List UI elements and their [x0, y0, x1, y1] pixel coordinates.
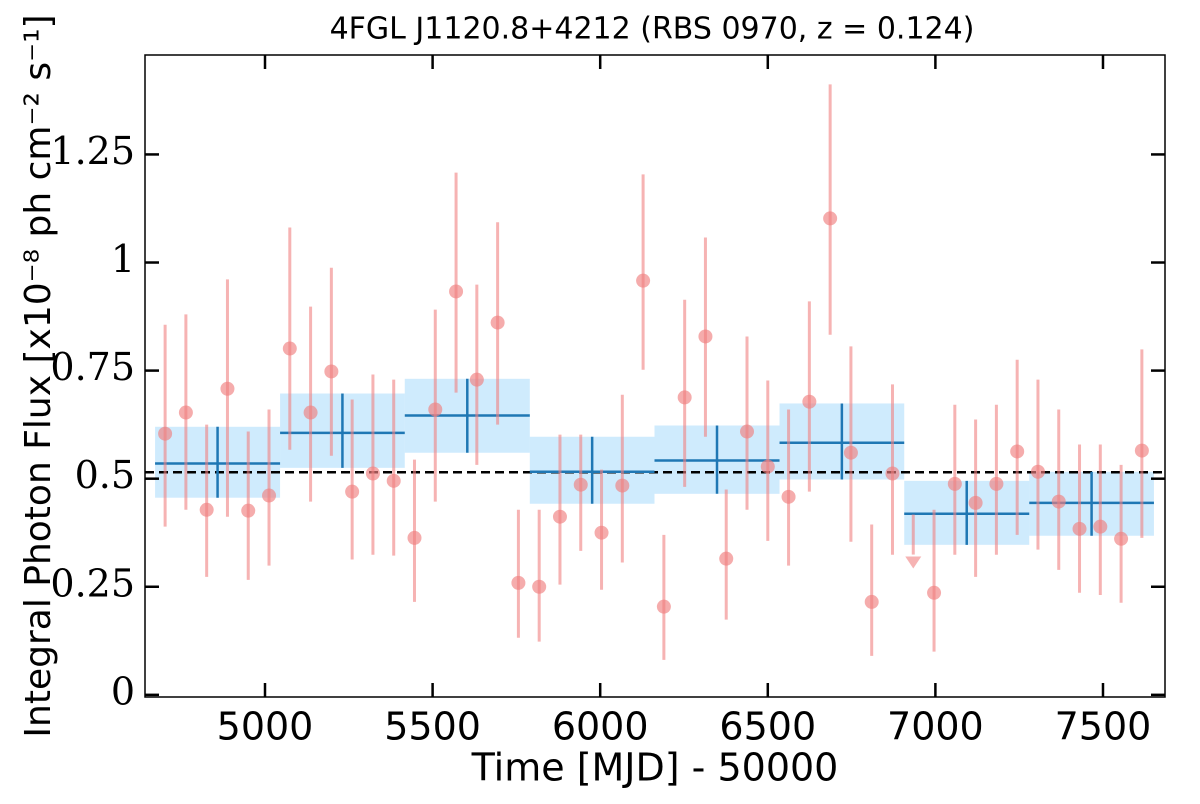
point: [1051, 494, 1066, 509]
point: [282, 341, 297, 356]
y-axis-label: Integral Photon Flux [x10⁻⁸ ph cm⁻² s⁻¹]: [18, 14, 59, 737]
upper-limit-arrow: [905, 556, 922, 569]
point: [1030, 464, 1045, 479]
point: [947, 476, 962, 491]
y-tick-label: 0: [111, 669, 135, 713]
point: [573, 477, 588, 492]
point: [241, 503, 256, 518]
point: [843, 445, 858, 460]
point: [615, 478, 630, 493]
point: [781, 489, 796, 504]
point: [740, 424, 755, 439]
point: [365, 466, 380, 481]
y-tick-label: 0.75: [50, 345, 135, 389]
point: [823, 211, 838, 226]
point: [262, 488, 277, 503]
point: [968, 495, 983, 510]
point: [303, 405, 318, 420]
point: [802, 394, 817, 409]
point: [1114, 531, 1129, 546]
point: [698, 329, 713, 344]
point: [511, 575, 526, 590]
point: [449, 284, 464, 299]
point: [1010, 444, 1025, 459]
point: [864, 594, 879, 609]
y-tick-label: 1: [111, 237, 135, 281]
point: [345, 484, 360, 499]
point: [199, 502, 214, 517]
point: [532, 579, 547, 594]
point: [885, 466, 900, 481]
x-tick-label: 6000: [552, 705, 649, 749]
point: [594, 525, 609, 540]
point: [656, 599, 671, 614]
point: [1134, 443, 1149, 458]
plot-frame: [144, 54, 1166, 698]
point: [158, 426, 173, 441]
point: [989, 476, 1004, 491]
point: [927, 585, 942, 600]
point: [324, 364, 339, 379]
x-axis-label: Time [MJD] - 50000: [471, 746, 839, 790]
point: [636, 273, 651, 288]
y-tick-label: 0.5: [75, 453, 135, 497]
point: [220, 381, 235, 396]
y-tick-label: 0.25: [50, 561, 135, 605]
x-tick-label: 7000: [887, 705, 984, 749]
point: [552, 509, 567, 524]
point: [719, 551, 734, 566]
x-tick-label: 6500: [719, 705, 816, 749]
point: [178, 405, 193, 420]
point: [407, 530, 422, 545]
y-tick-label: 1.25: [50, 129, 135, 173]
chart-title: 4FGL J1120.8+4212 (RBS 0970, z = 0.124): [330, 12, 975, 47]
point: [1093, 519, 1108, 534]
point: [386, 473, 401, 488]
point: [677, 390, 692, 405]
point: [1072, 521, 1087, 536]
point: [469, 372, 484, 387]
point: [490, 315, 505, 330]
x-tick-label: 5500: [384, 705, 481, 749]
point: [760, 459, 775, 474]
point: [428, 402, 443, 417]
x-tick-label: 5000: [217, 705, 314, 749]
x-tick-label: 7500: [1055, 705, 1152, 749]
